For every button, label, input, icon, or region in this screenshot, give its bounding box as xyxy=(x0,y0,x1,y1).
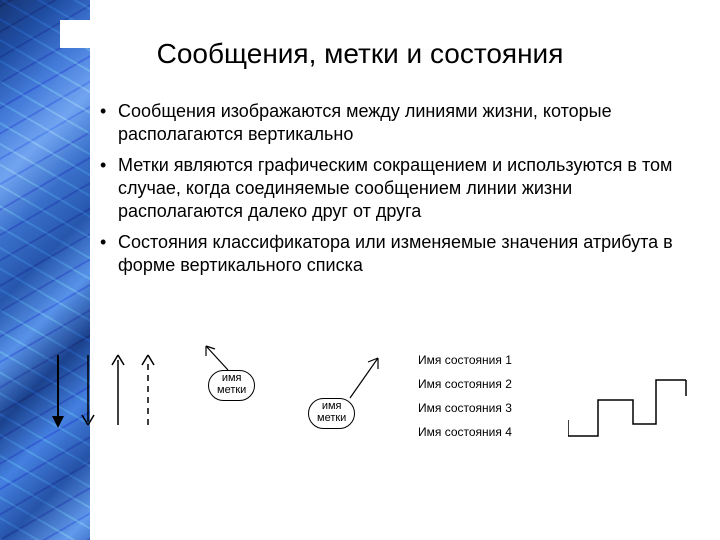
bullet-item: Метки являются графическим сокращением и… xyxy=(100,154,680,223)
slide-body: Сообщения изображаются между линиями жиз… xyxy=(100,100,680,285)
step-line-diagram xyxy=(568,350,698,450)
slide-title: Сообщения, метки и состояния xyxy=(0,38,720,70)
label-pill-2-line2: метки xyxy=(317,412,346,424)
state-name-item: Имя состояния 2 xyxy=(418,372,512,396)
state-name-item: Имя состояния 1 xyxy=(418,348,512,372)
bullet-item: Состояния классификатора или изменяемые … xyxy=(100,231,680,277)
diagram-area: имя метки имя метки Имя состояния 1 Имя … xyxy=(48,350,688,510)
label-pill-1-line1: имя xyxy=(222,372,242,384)
label-pill-1: имя метки xyxy=(208,370,255,401)
state-name-item: Имя состояния 3 xyxy=(418,396,512,420)
label-pill-1-line2: метки xyxy=(217,384,246,396)
state-name-list: Имя состояния 1 Имя состояния 2 Имя сост… xyxy=(418,348,512,444)
slide: Сообщения, метки и состояния Сообщения и… xyxy=(0,0,720,540)
state-name-item: Имя состояния 4 xyxy=(418,420,512,444)
bullet-item: Сообщения изображаются между линиями жиз… xyxy=(100,100,680,146)
label-pill-2: имя метки xyxy=(308,398,355,429)
label-pill-2-line1: имя xyxy=(322,400,342,412)
bullet-list: Сообщения изображаются между линиями жиз… xyxy=(100,100,680,277)
